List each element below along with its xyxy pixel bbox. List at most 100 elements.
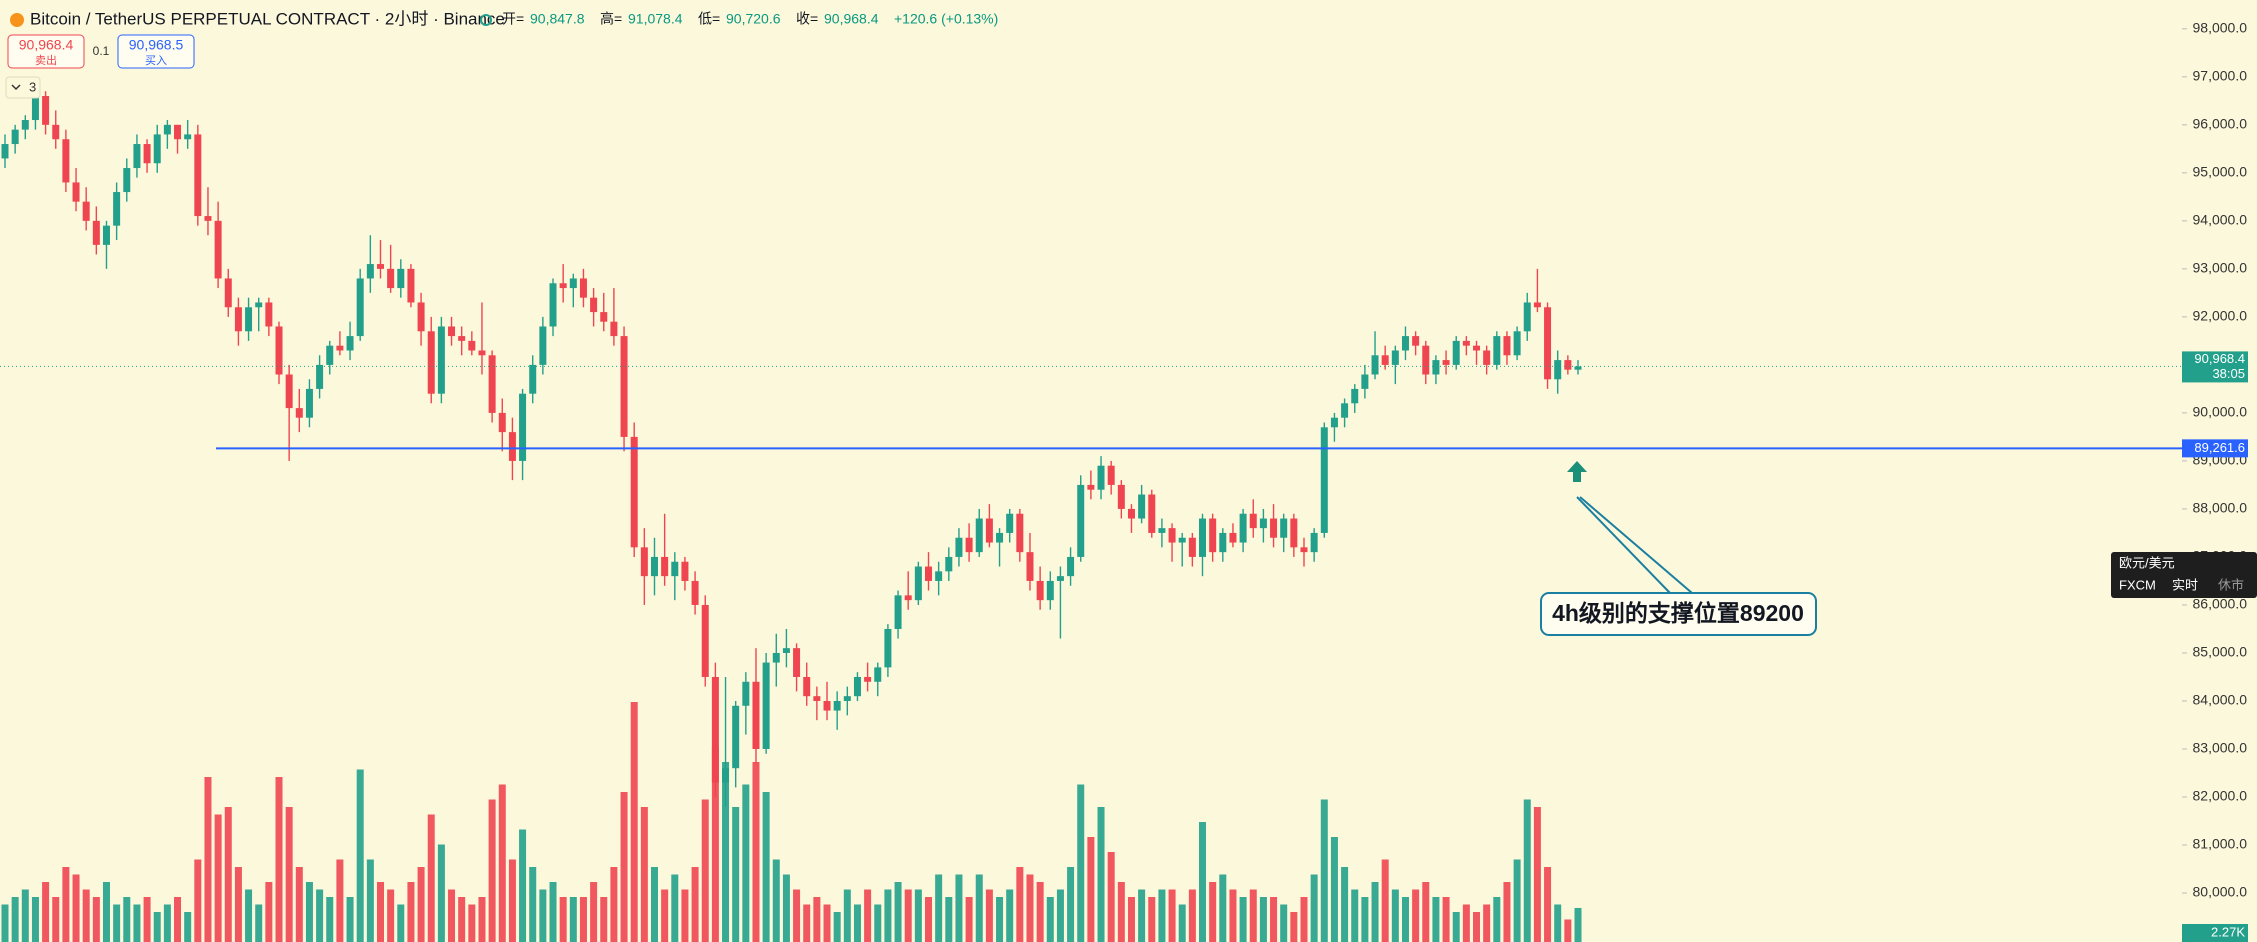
callout-line	[1579, 496, 1693, 594]
volume-bar	[448, 889, 456, 942]
candle-body	[620, 336, 628, 437]
status-dot	[480, 14, 492, 26]
volume-bar	[1229, 889, 1237, 942]
y-tick-label: 86,000.0	[2193, 596, 2248, 612]
candle-body	[1371, 355, 1379, 375]
volume-bar	[285, 807, 293, 942]
candle-body	[985, 518, 993, 543]
volume-bar	[1117, 882, 1125, 942]
volume-bar	[143, 897, 151, 942]
candle-body	[1452, 340, 1460, 365]
volume-bar	[11, 897, 19, 942]
volume-bar	[255, 904, 263, 942]
volume-bar	[366, 859, 374, 942]
candle-body	[234, 307, 242, 332]
candle-body	[1229, 532, 1237, 543]
volume-bar	[1554, 904, 1562, 942]
volume-bar	[1, 904, 9, 942]
change: +120.6 (+0.13%)	[894, 11, 998, 27]
candle-body	[11, 129, 19, 145]
y-tick-label: 93,000.0	[2193, 260, 2248, 276]
candle-body	[174, 124, 182, 140]
candle-body	[640, 547, 648, 577]
y-tick-label: 80,000.0	[2193, 884, 2248, 900]
volume-bar	[1412, 889, 1420, 942]
volume-bar	[1056, 889, 1064, 942]
candle-body	[275, 326, 283, 375]
volume-pane	[1, 702, 1582, 942]
sell-button[interactable]	[7, 34, 85, 69]
candle-body	[610, 321, 618, 337]
volume-bar	[1239, 897, 1247, 942]
candle-body	[1503, 336, 1511, 356]
candle-body	[1199, 518, 1207, 557]
volume-bar	[1209, 882, 1217, 942]
candle-body	[1513, 331, 1521, 356]
candle-body	[1473, 345, 1481, 351]
volume-bar	[1351, 889, 1359, 942]
candle-body	[21, 120, 29, 130]
volume-bar	[874, 904, 882, 942]
candle-body	[630, 436, 638, 548]
volume-bar	[1026, 874, 1034, 942]
volume-bar	[163, 904, 171, 942]
candle-body	[1412, 336, 1420, 346]
y-tick-label: 92,000.0	[2193, 308, 2248, 324]
candle-body	[1249, 513, 1257, 529]
volume-bar	[316, 889, 324, 942]
volume-bar	[1138, 889, 1146, 942]
candle-body	[194, 134, 202, 217]
candle-body	[1087, 484, 1095, 490]
candle-body	[650, 556, 658, 577]
candle-body	[965, 537, 973, 553]
volume-bar	[417, 867, 425, 942]
volume-bar	[1544, 867, 1552, 942]
volume-bar	[336, 859, 344, 942]
volume-bar	[1361, 897, 1369, 942]
sell-label: 卖出	[35, 53, 57, 67]
volume-bar	[204, 777, 212, 942]
volume-bar	[1127, 897, 1135, 942]
tooltip-box	[2111, 552, 2257, 598]
candle-body	[803, 676, 811, 697]
volume-bar	[21, 889, 29, 942]
candle-body	[1330, 417, 1338, 428]
volume-bar	[539, 889, 547, 942]
y-tick-label: 81,000.0	[2193, 836, 2248, 852]
candle-body	[843, 696, 851, 701]
volume-bar	[904, 889, 912, 942]
candle-body	[772, 652, 780, 663]
volume-bar	[640, 807, 648, 942]
candle-body	[519, 393, 527, 461]
candle-body	[925, 566, 933, 581]
volume-bar	[52, 897, 60, 942]
volume-bar	[1097, 807, 1105, 942]
callout-text: 4h级别的支撑位置89200	[1552, 600, 1804, 626]
candle-body	[113, 192, 121, 226]
symbol-title: Bitcoin / TetherUS PERPETUAL CONTRACT · …	[30, 9, 505, 28]
buy-button[interactable]	[117, 34, 195, 69]
candle-body	[448, 326, 456, 337]
y-tick-label: 84,000.0	[2193, 692, 2248, 708]
volume-bar	[498, 784, 506, 942]
volume-bar	[508, 859, 516, 942]
annotation: 4h级别的支撑位置89200	[1540, 461, 1817, 636]
volume-bar	[1046, 897, 1054, 942]
volume-bar	[1168, 889, 1176, 942]
volume-bar	[1503, 882, 1511, 942]
volume-bar	[762, 792, 770, 942]
volume-bar	[610, 867, 618, 942]
volume-bar	[1533, 807, 1541, 942]
candle-body	[1381, 355, 1389, 365]
y-tick-label: 83,000.0	[2193, 740, 2248, 756]
ohlc-value: 90,847.8	[530, 11, 585, 27]
candle-body	[1442, 360, 1450, 365]
volume-bar	[1300, 897, 1308, 942]
candle-body	[316, 364, 324, 389]
volume-bar	[1290, 912, 1298, 942]
candle-body	[1544, 307, 1552, 380]
volume-bar	[1422, 882, 1430, 942]
candle-body	[671, 561, 679, 577]
indicators-toggle[interactable]	[5, 76, 41, 99]
